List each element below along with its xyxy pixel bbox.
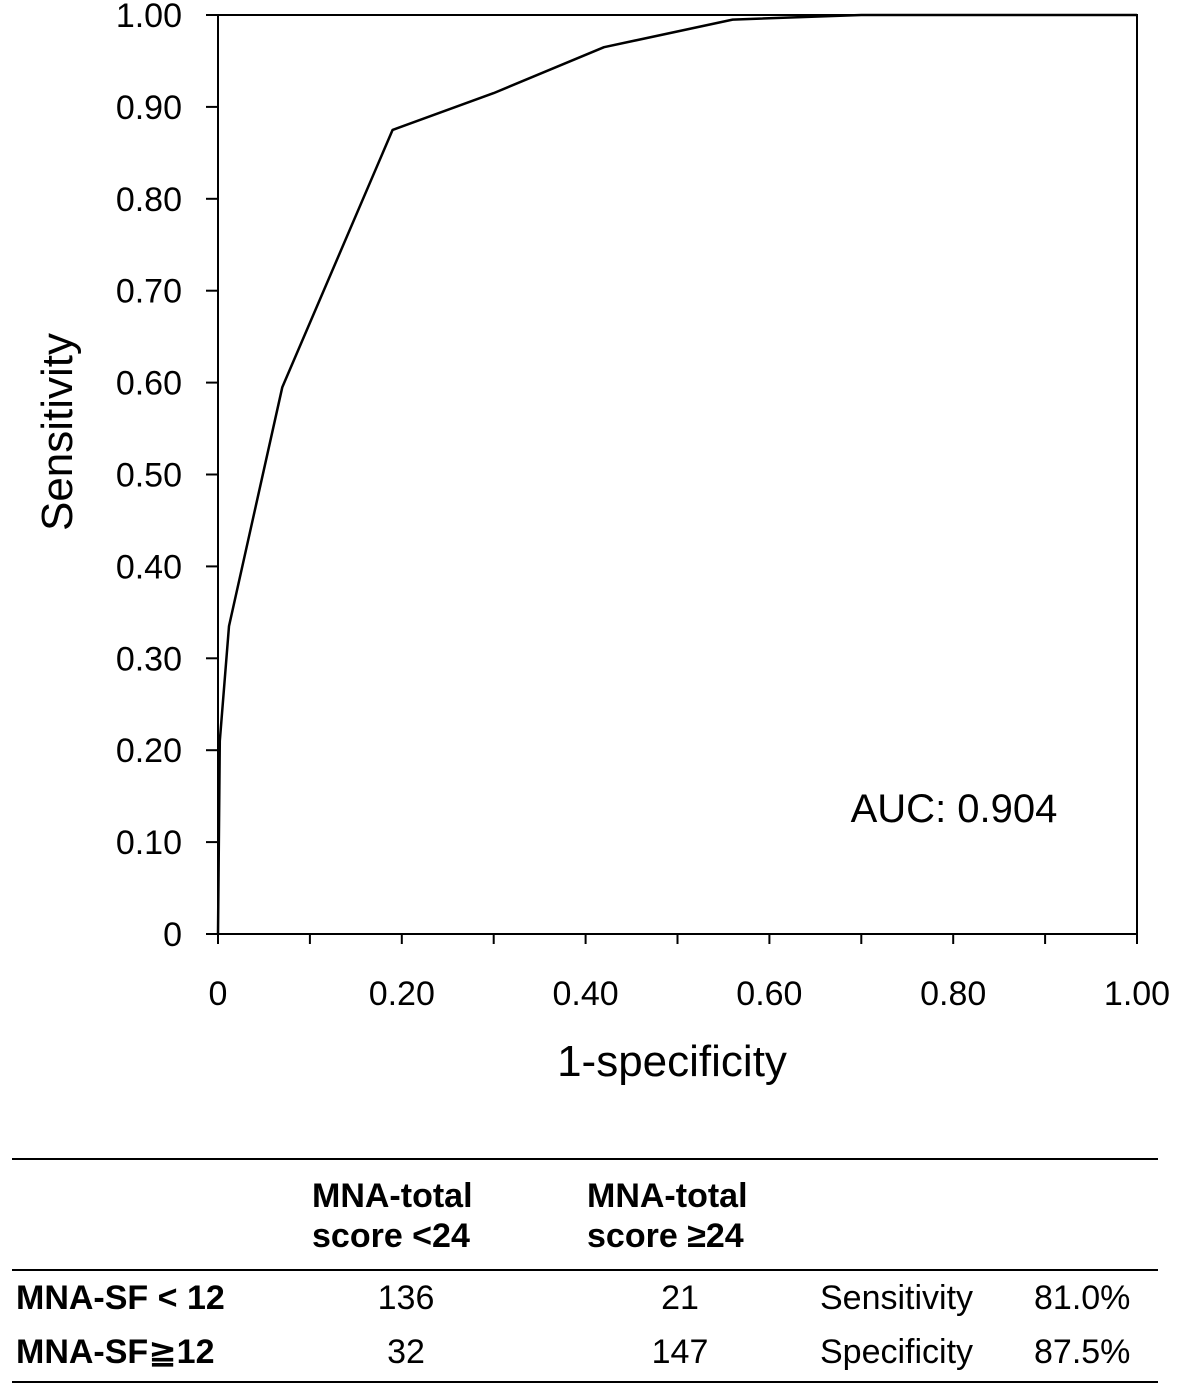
y-tick-label: 0.50: [116, 457, 182, 495]
metric-specificity: Specificity: [820, 1333, 974, 1371]
y-tick-label: 1.00: [116, 0, 182, 35]
x-axis-ticks: 0 0.20 0.40 0.60 0.80 1.00: [209, 933, 1170, 1013]
roc-chart: 0 0.20 0.40 0.60 0.80 1.00 00.100.200.300.400…: [33, 0, 1170, 1086]
cell-ge12-lt24: 32: [387, 1333, 425, 1371]
y-tick-label: 0.60: [116, 365, 182, 403]
col-header-lt24-line1: MNA-total: [312, 1177, 473, 1215]
y-axis-ticks: 0 0.10 0.20 0.30 0.40 0.50 0.60 0.70 0.80 0.90 1.0…: [116, 0, 218, 954]
x-tick-label: 0.80: [920, 975, 986, 1013]
col-header-lt24: MNA-total score <24: [312, 1176, 473, 1256]
y-tick-label: 0.80: [116, 181, 182, 219]
x-tick-label: 0.60: [736, 975, 802, 1013]
col-header-lt24-line2: score <24: [312, 1217, 470, 1255]
col-header-ge24-line2: score ≥24: [587, 1217, 744, 1255]
pct-sensitivity: 81.0%: [1034, 1279, 1131, 1317]
auc-annotation: AUC: 0.904: [851, 787, 1058, 831]
x-axis-title: 1-specificity: [557, 1037, 787, 1086]
x-tick-label: 1.00: [1104, 975, 1170, 1013]
col-header-ge24: MNA-total score ≥24: [587, 1176, 748, 1256]
y-tick-label: 0.30: [116, 640, 182, 678]
cell-lt12-ge24: 21: [661, 1279, 699, 1317]
y-tick-label: 0.70: [116, 273, 182, 311]
row-label-ge12: MNA-SF≧12: [16, 1333, 215, 1371]
series-layer: [216, 13, 1137, 935]
x-tick-label: 0.20: [369, 975, 435, 1013]
cell-lt12-lt24: 136: [377, 1279, 435, 1317]
y-tick-label: 0.10: [116, 824, 182, 862]
y-axis-title: Sensitivity: [33, 333, 82, 531]
y-tick-label: 0.90: [116, 89, 182, 127]
pct-specificity: 87.5%: [1034, 1333, 1131, 1371]
x-tick-label: 0.40: [553, 975, 619, 1013]
table-header-rule: [12, 1269, 1158, 1271]
confusion-table: MNA-total score <24 MNA-total score ≥24 …: [12, 1158, 1158, 1383]
col-header-ge24-line1: MNA-total: [587, 1177, 748, 1215]
table-top-rule: [12, 1158, 1158, 1160]
y-tick-label: 0.40: [116, 548, 182, 586]
x-tick-label: 0: [209, 975, 228, 1013]
y-tick-label: 0: [163, 916, 182, 954]
y-tick-label: 0.20: [116, 732, 182, 770]
metric-sensitivity: Sensitivity: [820, 1279, 974, 1317]
row-label-lt12: MNA-SF < 12: [16, 1279, 225, 1317]
cell-ge12-ge24: 147: [651, 1333, 709, 1371]
roc-curve-line: [216, 13, 1137, 935]
table-bottom-rule: [12, 1381, 1158, 1383]
